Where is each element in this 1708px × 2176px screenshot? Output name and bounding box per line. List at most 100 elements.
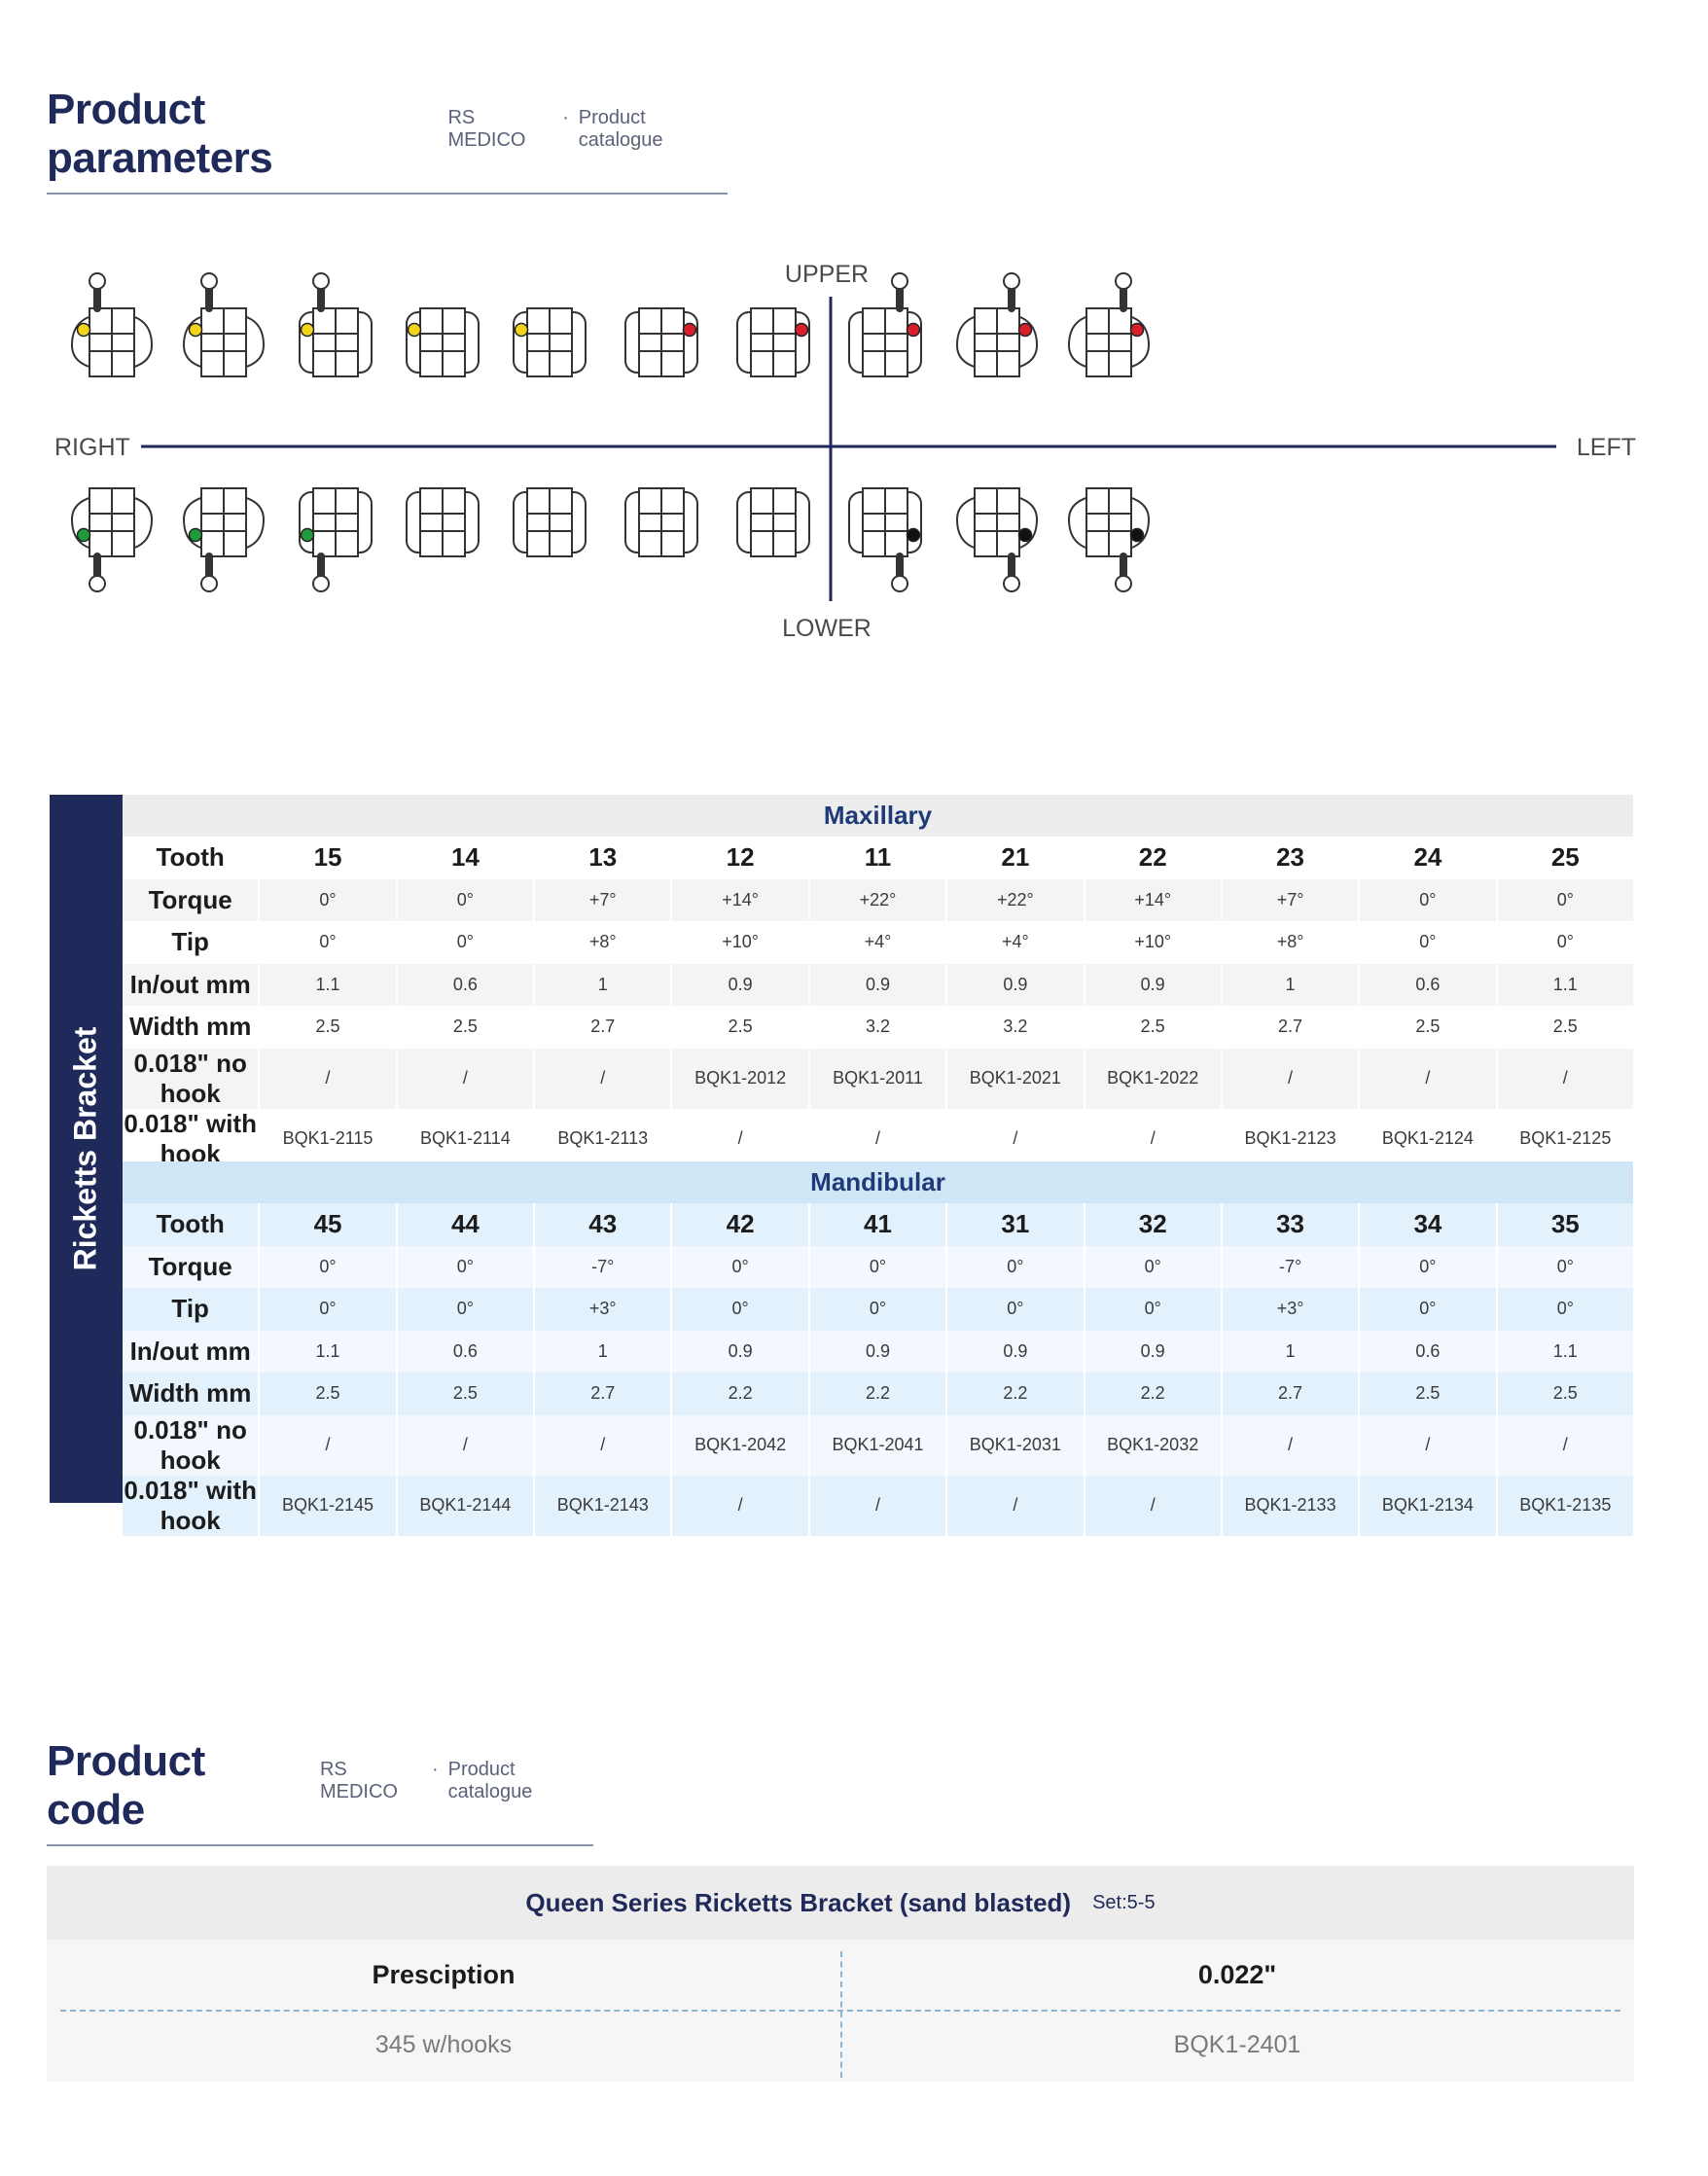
table-cell: 2.7: [535, 1373, 673, 1415]
bracket-icon: [513, 487, 587, 557]
table-cell: 0°: [672, 1288, 810, 1331]
table-cell: 1: [1222, 963, 1361, 1006]
table-cell: /: [947, 1475, 1085, 1536]
table-cell: 2.5: [1360, 1373, 1498, 1415]
bracket-icons: [70, 272, 1151, 592]
table-row: 0.018" with hook BQK1-2115 BQK1-2114 BQK1-2…: [123, 1108, 1635, 1169]
table-cell: 2.7: [535, 1006, 673, 1049]
table-cell: +10°: [1085, 921, 1223, 964]
product-code-value: BQK1-2401: [1173, 2030, 1301, 2058]
table-row: 0.018" with hook BQK1-2145 BQK1-2144 BQK1-2…: [123, 1475, 1635, 1536]
table-cell: /: [1085, 1475, 1223, 1536]
table-cell: 0.9: [947, 963, 1085, 1006]
table-cell: /: [535, 1414, 673, 1476]
table-cell: 0°: [1085, 1288, 1223, 1331]
upper-label: UPPER: [785, 261, 869, 288]
table-cell: BQK1-2143: [535, 1475, 673, 1536]
table-cell: BQK1-2011: [809, 1048, 948, 1109]
table-cell: 1: [1222, 1330, 1361, 1373]
table-cell: 0°: [1085, 1245, 1223, 1288]
bracket-icon: [406, 307, 480, 377]
table-cell: /: [672, 1475, 810, 1536]
table-row: In/out mm 1.1 0.6 1 0.9 0.9 0.9 0.9 1 0.6 1.1: [123, 963, 1635, 1006]
dashed-divider: [840, 1951, 842, 2078]
table-cell: 3.2: [809, 1006, 948, 1049]
table-cell: 2.2: [1085, 1373, 1223, 1415]
table-cell: 0°: [947, 1245, 1085, 1288]
table-cell: 0°: [260, 1288, 398, 1331]
table-cell: 1.1: [260, 1330, 398, 1373]
table-cell: 2.5: [1497, 1006, 1635, 1049]
table-cell: 0°: [1497, 1245, 1635, 1288]
left-label: LEFT: [1577, 434, 1636, 461]
bracket-icon: [299, 272, 373, 377]
table-cell: 0°: [672, 1245, 810, 1288]
table-cell: /: [397, 1048, 536, 1109]
table-cell: BQK1-2114: [397, 1108, 536, 1169]
table-cell: +14°: [672, 878, 810, 921]
tooth-number: 35: [1497, 1203, 1635, 1246]
table-cell: 0°: [260, 1245, 398, 1288]
bracket-icon: [1067, 272, 1151, 377]
table-cell: /: [947, 1108, 1085, 1169]
table-row: Tooth 15 14 13 12 11 21 22 23 24 25: [123, 837, 1635, 879]
table-cell: /: [397, 1414, 536, 1476]
lower-label: LOWER: [782, 615, 872, 642]
table-cell: 2.5: [260, 1006, 398, 1049]
table-row: In/out mm 1.1 0.6 1 0.9 0.9 0.9 0.9 1 0.6 1.1: [123, 1330, 1635, 1373]
row-label: 0.018" with hook: [123, 1108, 261, 1169]
row-label: Tip: [123, 921, 261, 964]
table-cell: 1.1: [1497, 963, 1635, 1006]
table-cell: 0.9: [672, 1330, 810, 1373]
table-cell: BQK1-2012: [672, 1048, 810, 1109]
tooth-number: 21: [947, 837, 1085, 879]
table-cell: +3°: [535, 1288, 673, 1331]
table-cell: 0°: [1360, 1245, 1498, 1288]
table-cell: /: [1085, 1108, 1223, 1169]
tooth-number: 42: [672, 1203, 810, 1246]
table-cell: 0.6: [397, 963, 536, 1006]
table-cell: +3°: [1222, 1288, 1361, 1331]
table-cell: 0.6: [397, 1330, 536, 1373]
table-cell: 2.5: [1085, 1006, 1223, 1049]
table-cell: +22°: [809, 878, 948, 921]
table-cell: 2.7: [1222, 1373, 1361, 1415]
table-cell: 2.2: [809, 1373, 948, 1415]
tooth-number: 12: [672, 837, 810, 879]
table-cell: 2.5: [397, 1006, 536, 1049]
table-cell: 2.2: [672, 1373, 810, 1415]
section-title: Product code: [47, 1737, 205, 1834]
table-cell: 2.5: [672, 1006, 810, 1049]
table-cell: /: [1360, 1414, 1498, 1476]
parameters-table: Ricketts Bracket Maxillary Tooth 15 14 13 12…: [50, 795, 1635, 1536]
bracket-icon: [182, 487, 266, 592]
table-cell: 0.9: [809, 1330, 948, 1373]
table-row: Tip 0° 0° +8° +10° +4° +4° +10° +8° 0° 0°: [123, 921, 1635, 964]
table-cell: BQK1-2125: [1497, 1108, 1635, 1169]
table-cell: BQK1-2134: [1360, 1475, 1498, 1536]
bracket-icon: [848, 272, 922, 377]
bracket-icon: [299, 487, 373, 592]
table-cell: BQK1-2133: [1222, 1475, 1361, 1536]
tooth-number: 34: [1360, 1203, 1498, 1246]
table-cell: 0°: [397, 878, 536, 921]
tooth-number: 31: [947, 1203, 1085, 1246]
section-header-product-code: Product code RS MEDICO · Product catalog…: [47, 1737, 593, 1846]
tooth-number: 11: [809, 837, 948, 879]
catalogue-label: Product catalogue: [447, 1759, 533, 1802]
table-cell: +14°: [1085, 878, 1223, 921]
table-cell: BQK1-2042: [672, 1414, 810, 1476]
table-cell: 3.2: [947, 1006, 1085, 1049]
table-cell: 0°: [1360, 921, 1498, 964]
table-row: Tip 0° 0° +3° 0° 0° 0° 0° +3° 0° 0°: [123, 1288, 1635, 1331]
table-cell: 2.5: [260, 1373, 398, 1415]
tooth-number: 25: [1497, 837, 1635, 879]
table-cell: /: [809, 1475, 948, 1536]
row-label: Width mm: [123, 1006, 261, 1049]
row-label: Tooth: [123, 1203, 261, 1246]
bracket-position-diagram: UPPER LOWER RIGHT LEFT: [54, 261, 1636, 642]
table-cell: BQK1-2135: [1497, 1475, 1635, 1536]
table-cell: 0°: [809, 1288, 948, 1331]
table-cell: /: [260, 1048, 398, 1109]
row-label: 0.018" with hook: [123, 1475, 261, 1536]
